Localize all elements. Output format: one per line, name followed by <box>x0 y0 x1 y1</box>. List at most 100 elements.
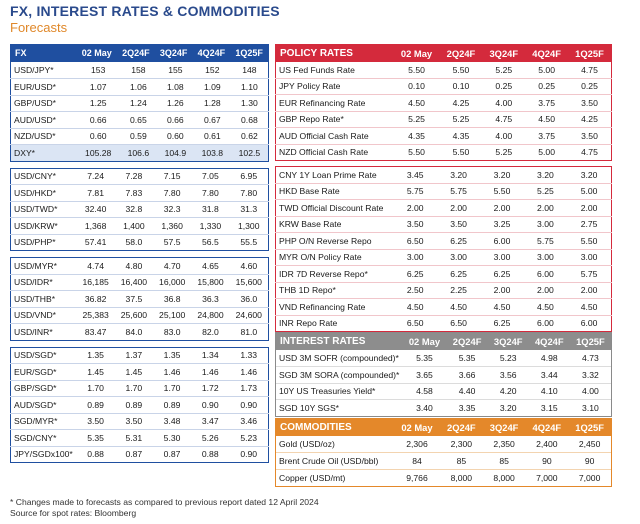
commodities-table: COMMODITIES 02 May 2Q24F 3Q24F 4Q24F 1Q25F Gol… <box>276 419 611 486</box>
row-value-3: 3.75 <box>525 127 569 145</box>
row-value-1: 4.25 <box>439 94 483 112</box>
row-value-0: 1.35 <box>76 347 115 364</box>
row-value-0: 84 <box>394 452 440 470</box>
row-value-3: 103.8 <box>193 144 231 161</box>
table-row: HKD Base Rate 5.75 5.75 5.50 5.25 5.00 <box>275 183 612 200</box>
row-value-2: 0.66 <box>156 111 194 129</box>
header-row: FX 02 May 2Q24F 3Q24F 4Q24F 1Q25F <box>10 44 269 62</box>
row-value-0: 5.75 <box>393 183 437 200</box>
table-row: JPY Policy Rate 0.10 0.10 0.25 0.25 0.25 <box>275 78 612 95</box>
row-value-0: 0.10 <box>393 78 440 95</box>
row-value-4: 3.50 <box>568 127 612 145</box>
table-row: 10Y US Treasuries Yield* 4.58 4.40 4.20 4.10… <box>276 383 611 400</box>
row-value-1: 1.06 <box>119 78 157 96</box>
table-row: SGD/MYR* 3.50 3.50 3.48 3.47 3.46 <box>10 413 269 430</box>
row-value-0: 6.50 <box>406 318 424 329</box>
table-row: NZD Official Cash Rate 5.50 5.50 5.25 5.00 4.… <box>276 144 612 161</box>
row-value-1: 84.0 <box>125 326 143 337</box>
row-value-2: 2.00 <box>480 199 524 217</box>
column-header-0: 02 May <box>393 44 440 62</box>
row-value-1: 85 <box>439 452 483 470</box>
row-value-3: 4.65 <box>191 257 230 275</box>
column-header-4: 1Q25F <box>230 44 269 62</box>
row-label: USD 3M SOFR (compounded)* <box>276 350 403 367</box>
row-value-1: 2,300 <box>439 436 483 453</box>
row-value-0: 25,383 <box>76 307 115 324</box>
row-value-4: 15,600 <box>229 274 269 291</box>
row-value-1: 7.28 <box>114 168 153 185</box>
row-value-2: 4.00 <box>482 127 526 145</box>
table-row: SGD 3M SORA (compounded)* 3.65 3.66 3.56 3.4… <box>276 366 611 384</box>
row-label: SGD 10Y SGS* <box>279 403 340 413</box>
row-value-4: 1.33 <box>229 347 269 364</box>
row-value-1: 158 <box>119 62 157 79</box>
row-value-2: 1.46 <box>152 363 192 381</box>
row-value-1: 2.25 <box>436 282 481 299</box>
table-row: VND Refinancing Rate 4.50 4.50 4.50 4.50 4.50 <box>275 298 612 316</box>
row-value-4: 5.50 <box>567 232 612 250</box>
header-row: INTEREST RATES 02 May 2Q24F 3Q24F 4Q24F 1Q25F <box>276 333 611 350</box>
row-value-3: 3.47 <box>191 413 230 430</box>
row-value-1: 1.37 <box>114 347 153 364</box>
column-header-3: 4Q24F <box>192 44 231 62</box>
row-value-0: 6.50 <box>393 232 437 250</box>
row-label: DXY* <box>10 144 77 161</box>
row-label: USD/CNY* <box>10 168 77 185</box>
row-value-3: 7,000 <box>536 472 558 483</box>
row-value-3: 4.50 <box>525 111 569 128</box>
row-value-4: 4.60 <box>229 257 269 275</box>
row-value-0: 4.35 <box>393 127 440 145</box>
row-label: CNY 1Y Loan Prime Rate <box>275 166 394 184</box>
table-row: USD/SGD* 1.35 1.37 1.35 1.34 1.33 <box>10 347 269 364</box>
row-value-0: 2.50 <box>393 282 437 299</box>
row-value-4: 3.50 <box>568 94 612 112</box>
row-value-3: 3.00 <box>523 249 568 266</box>
row-value-1: 1,400 <box>114 217 153 235</box>
row-value-3: 0.25 <box>525 78 569 95</box>
row-value-3: 1.09 <box>193 78 231 96</box>
table-row: CNY 1Y Loan Prime Rate 3.45 3.20 3.20 3.20 3.… <box>275 166 612 184</box>
row-value-0: 5.50 <box>408 147 425 158</box>
row-label: Brent Crude Oil (USD/bbl) <box>276 452 394 470</box>
row-value-2: 83.0 <box>163 326 181 337</box>
row-value-2: 5.23 <box>487 350 529 367</box>
policy-groups: POLICY RATES 02 May 2Q24F 3Q24F 4Q24F 1Q25F US… <box>275 44 612 332</box>
row-value-4: 4.25 <box>568 111 612 128</box>
row-value-0: 4.50 <box>393 298 437 316</box>
row-value-4: 4.75 <box>581 147 598 158</box>
table-row: JPY/SGDx100* 0.88 0.87 0.87 0.88 0.90 <box>11 446 269 463</box>
row-value-0: 1.70 <box>76 380 115 397</box>
row-label: 10Y US Treasuries Yield* <box>276 383 403 400</box>
row-value-4: 1.30 <box>230 95 269 112</box>
row-value-3: 31.8 <box>191 201 230 218</box>
row-value-2: 3.00 <box>480 249 524 266</box>
row-value-4: 0.90 <box>240 449 258 460</box>
row-value-3: 7.05 <box>191 168 230 185</box>
table-row: DXY* 105.28 106.6 104.9 103.8 102.5 <box>10 144 269 161</box>
row-label: USD/MYR* <box>10 257 77 275</box>
row-label: KRW Base Rate <box>275 216 394 233</box>
row-value-3: 36.3 <box>191 290 230 308</box>
row-label: PHP O/N Reverse Repo <box>275 232 394 250</box>
column-header-2: 3Q24F <box>482 44 526 62</box>
row-value-4: 2,450 <box>568 436 611 453</box>
row-value-0: 105.28 <box>76 144 120 161</box>
fx-group-table: USD/MYR* 4.74 4.80 4.70 4.65 4.60 USD/IDR* 16,1… <box>10 257 269 341</box>
row-value-0: 5.50 <box>393 61 440 79</box>
row-label: EUR/USD* <box>10 78 77 96</box>
table-row: USD/PHP* 57.41 58.0 57.5 56.5 55.5 <box>11 234 269 251</box>
row-value-0: 1.25 <box>76 95 120 112</box>
row-value-2: 6.00 <box>480 232 524 250</box>
row-value-3: 2.00 <box>523 199 568 217</box>
row-value-2: 4.00 <box>482 94 526 112</box>
row-value-4: 3.32 <box>569 366 611 384</box>
row-value-3: 90 <box>525 452 569 470</box>
fx-header-table: FX 02 May 2Q24F 3Q24F 4Q24F 1Q25F <box>10 44 269 62</box>
row-value-4: 7.80 <box>229 184 269 202</box>
row-value-0: 7.81 <box>76 184 115 202</box>
column-header-0: 02 May <box>402 333 447 350</box>
row-value-3: 3.75 <box>525 94 569 112</box>
column-header-2: 3Q24F <box>487 333 529 350</box>
row-label: JPY Policy Rate <box>275 78 394 95</box>
row-value-2: 6.25 <box>480 265 524 283</box>
